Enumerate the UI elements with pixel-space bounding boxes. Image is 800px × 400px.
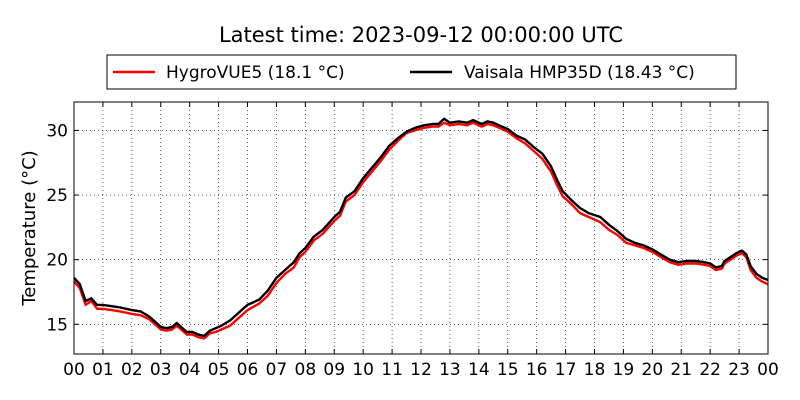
x-tick-label: 23 — [728, 360, 750, 380]
x-tick-label: 05 — [208, 360, 230, 380]
x-tick-label: 16 — [526, 360, 548, 380]
x-tick-label: 04 — [179, 360, 201, 380]
x-tick-label: 18 — [584, 360, 606, 380]
x-tick-label: 02 — [121, 360, 143, 380]
series-line-hygrovue5 — [73, 121, 769, 340]
x-tick-label: 00 — [757, 360, 779, 380]
y-axis-label: Temperature (°C) — [19, 150, 40, 306]
y-tick-label: 30 — [46, 121, 68, 141]
legend-label-hygrovue5: HygroVUE5 (18.1 °C) — [166, 63, 345, 83]
x-tick-label: 19 — [613, 360, 635, 380]
x-tick-label: 11 — [381, 360, 403, 380]
x-tick-label: 22 — [699, 360, 721, 380]
x-tick-label: 08 — [295, 360, 317, 380]
series-layer — [73, 117, 769, 340]
y-tick-label: 15 — [46, 315, 68, 335]
series-line-vaisala — [73, 117, 769, 338]
y-tick-label: 25 — [46, 186, 68, 206]
x-tick-label: 01 — [92, 360, 114, 380]
plot-area — [74, 102, 768, 354]
y-tick-label: 20 — [46, 251, 68, 271]
x-axis: 00 01 02 03 04 05 06 07 08 09 10 11 12 13 14 15 16 17 18 19… — [63, 102, 779, 380]
x-tick-label: 15 — [497, 360, 519, 380]
chart-title: Latest time: 2023-09-12 00:00:00 UTC — [219, 23, 623, 47]
x-tick-label: 13 — [439, 360, 461, 380]
x-tick-label: 14 — [468, 360, 490, 380]
x-tick-label: 10 — [352, 360, 374, 380]
y-axis: 15 20 25 30 — [46, 121, 768, 335]
legend: HygroVUE5 (18.1 °C) Vaisala HMP35D (18.4… — [106, 54, 737, 90]
x-tick-label: 03 — [150, 360, 172, 380]
x-tick-label: 17 — [555, 360, 577, 380]
x-tick-label: 21 — [670, 360, 692, 380]
x-tick-label: 00 — [63, 360, 85, 380]
x-tick-label: 09 — [323, 360, 345, 380]
legend-label-vaisala: Vaisala HMP35D (18.43 °C) — [464, 63, 695, 83]
x-tick-label: 12 — [410, 360, 432, 380]
x-tick-label: 06 — [237, 360, 259, 380]
x-tick-label: 20 — [642, 360, 664, 380]
x-tick-label: 07 — [266, 360, 288, 380]
